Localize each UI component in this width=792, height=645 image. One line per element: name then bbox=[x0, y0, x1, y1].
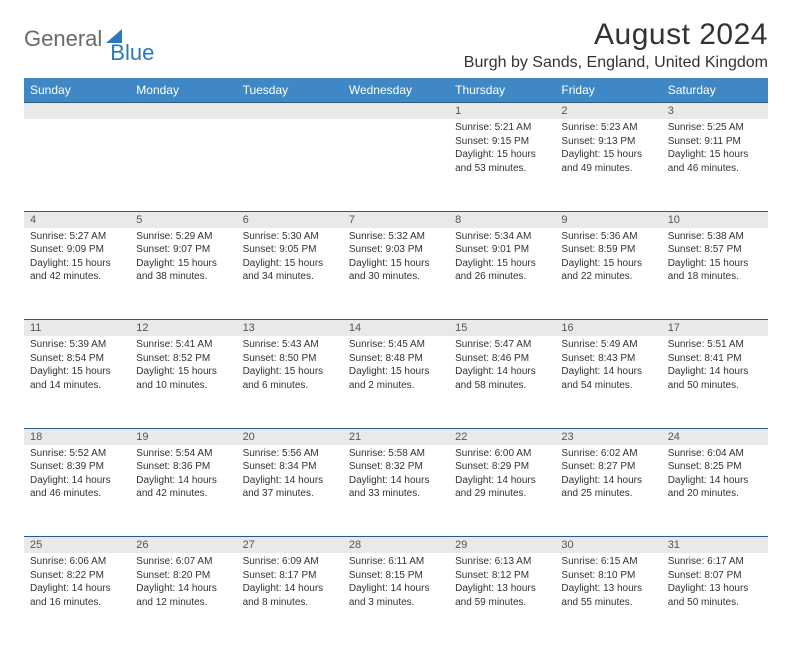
day-number: 5 bbox=[130, 211, 236, 228]
day-cell: Sunrise: 5:21 AMSunset: 9:15 PMDaylight:… bbox=[449, 119, 555, 211]
day-cell: Sunrise: 5:54 AMSunset: 8:36 PMDaylight:… bbox=[130, 445, 236, 537]
day-number: 2 bbox=[555, 103, 661, 120]
day-content-row: Sunrise: 5:39 AMSunset: 8:54 PMDaylight:… bbox=[24, 336, 768, 428]
brand-logo: General Blue bbox=[24, 26, 154, 52]
day-number: 7 bbox=[343, 211, 449, 228]
day-content-row: Sunrise: 5:52 AMSunset: 8:39 PMDaylight:… bbox=[24, 445, 768, 537]
day-number: 6 bbox=[237, 211, 343, 228]
location: Burgh by Sands, England, United Kingdom bbox=[464, 54, 768, 72]
day-number: 31 bbox=[662, 537, 768, 554]
weekday-header: Friday bbox=[555, 78, 661, 103]
day-number: 19 bbox=[130, 428, 236, 445]
day-number: 21 bbox=[343, 428, 449, 445]
header: General Blue August 2024 Burgh by Sands,… bbox=[24, 18, 768, 72]
day-number: 12 bbox=[130, 320, 236, 337]
day-cell: Sunrise: 5:30 AMSunset: 9:05 PMDaylight:… bbox=[237, 228, 343, 320]
day-cell: Sunrise: 6:02 AMSunset: 8:27 PMDaylight:… bbox=[555, 445, 661, 537]
weekday-header: Monday bbox=[130, 78, 236, 103]
day-number: 17 bbox=[662, 320, 768, 337]
day-cell: Sunrise: 5:29 AMSunset: 9:07 PMDaylight:… bbox=[130, 228, 236, 320]
day-cell: Sunrise: 6:13 AMSunset: 8:12 PMDaylight:… bbox=[449, 553, 555, 645]
day-content-row: Sunrise: 5:27 AMSunset: 9:09 PMDaylight:… bbox=[24, 228, 768, 320]
day-number bbox=[24, 103, 130, 120]
calendar-table: SundayMondayTuesdayWednesdayThursdayFrid… bbox=[24, 78, 768, 645]
day-number bbox=[343, 103, 449, 120]
day-cell: Sunrise: 6:00 AMSunset: 8:29 PMDaylight:… bbox=[449, 445, 555, 537]
day-number: 25 bbox=[24, 537, 130, 554]
day-cell: Sunrise: 5:34 AMSunset: 9:01 PMDaylight:… bbox=[449, 228, 555, 320]
weekday-header: Tuesday bbox=[237, 78, 343, 103]
day-cell: Sunrise: 6:09 AMSunset: 8:17 PMDaylight:… bbox=[237, 553, 343, 645]
day-number: 8 bbox=[449, 211, 555, 228]
day-cell: Sunrise: 5:27 AMSunset: 9:09 PMDaylight:… bbox=[24, 228, 130, 320]
day-cell: Sunrise: 6:06 AMSunset: 8:22 PMDaylight:… bbox=[24, 553, 130, 645]
day-number: 18 bbox=[24, 428, 130, 445]
weekday-header: Thursday bbox=[449, 78, 555, 103]
day-cell: Sunrise: 5:58 AMSunset: 8:32 PMDaylight:… bbox=[343, 445, 449, 537]
title-block: August 2024 Burgh by Sands, England, Uni… bbox=[464, 18, 768, 72]
day-number: 29 bbox=[449, 537, 555, 554]
day-cell: Sunrise: 5:38 AMSunset: 8:57 PMDaylight:… bbox=[662, 228, 768, 320]
day-number: 30 bbox=[555, 537, 661, 554]
day-number: 15 bbox=[449, 320, 555, 337]
day-content-row: Sunrise: 6:06 AMSunset: 8:22 PMDaylight:… bbox=[24, 553, 768, 645]
day-cell: Sunrise: 5:43 AMSunset: 8:50 PMDaylight:… bbox=[237, 336, 343, 428]
day-number bbox=[130, 103, 236, 120]
day-number: 11 bbox=[24, 320, 130, 337]
day-cell bbox=[130, 119, 236, 211]
day-number-row: 11121314151617 bbox=[24, 320, 768, 337]
day-cell: Sunrise: 5:23 AMSunset: 9:13 PMDaylight:… bbox=[555, 119, 661, 211]
day-content-row: Sunrise: 5:21 AMSunset: 9:15 PMDaylight:… bbox=[24, 119, 768, 211]
day-number: 28 bbox=[343, 537, 449, 554]
day-number: 1 bbox=[449, 103, 555, 120]
day-number: 13 bbox=[237, 320, 343, 337]
day-cell: Sunrise: 5:56 AMSunset: 8:34 PMDaylight:… bbox=[237, 445, 343, 537]
day-cell: Sunrise: 5:25 AMSunset: 9:11 PMDaylight:… bbox=[662, 119, 768, 211]
day-number: 23 bbox=[555, 428, 661, 445]
brand-part2: Blue bbox=[110, 40, 154, 66]
day-cell: Sunrise: 5:52 AMSunset: 8:39 PMDaylight:… bbox=[24, 445, 130, 537]
day-cell: Sunrise: 5:51 AMSunset: 8:41 PMDaylight:… bbox=[662, 336, 768, 428]
day-cell: Sunrise: 5:41 AMSunset: 8:52 PMDaylight:… bbox=[130, 336, 236, 428]
day-cell: Sunrise: 6:04 AMSunset: 8:25 PMDaylight:… bbox=[662, 445, 768, 537]
day-number bbox=[237, 103, 343, 120]
day-number: 4 bbox=[24, 211, 130, 228]
day-number: 14 bbox=[343, 320, 449, 337]
brand-part1: General bbox=[24, 26, 102, 52]
day-cell: Sunrise: 5:32 AMSunset: 9:03 PMDaylight:… bbox=[343, 228, 449, 320]
day-cell: Sunrise: 6:15 AMSunset: 8:10 PMDaylight:… bbox=[555, 553, 661, 645]
page: General Blue August 2024 Burgh by Sands,… bbox=[0, 0, 792, 645]
day-cell: Sunrise: 5:47 AMSunset: 8:46 PMDaylight:… bbox=[449, 336, 555, 428]
day-number-row: 18192021222324 bbox=[24, 428, 768, 445]
weekday-header: Saturday bbox=[662, 78, 768, 103]
day-number: 9 bbox=[555, 211, 661, 228]
day-number: 16 bbox=[555, 320, 661, 337]
day-cell: Sunrise: 5:49 AMSunset: 8:43 PMDaylight:… bbox=[555, 336, 661, 428]
day-number: 22 bbox=[449, 428, 555, 445]
month-title: August 2024 bbox=[464, 18, 768, 52]
day-number-row: 123 bbox=[24, 103, 768, 120]
day-cell: Sunrise: 5:45 AMSunset: 8:48 PMDaylight:… bbox=[343, 336, 449, 428]
day-number: 20 bbox=[237, 428, 343, 445]
day-number: 3 bbox=[662, 103, 768, 120]
day-cell bbox=[24, 119, 130, 211]
day-cell: Sunrise: 6:11 AMSunset: 8:15 PMDaylight:… bbox=[343, 553, 449, 645]
weekday-header: Sunday bbox=[24, 78, 130, 103]
day-cell: Sunrise: 6:07 AMSunset: 8:20 PMDaylight:… bbox=[130, 553, 236, 645]
day-cell bbox=[237, 119, 343, 211]
weekday-header: Wednesday bbox=[343, 78, 449, 103]
day-cell bbox=[343, 119, 449, 211]
day-number: 26 bbox=[130, 537, 236, 554]
day-number-row: 45678910 bbox=[24, 211, 768, 228]
day-number: 10 bbox=[662, 211, 768, 228]
day-cell: Sunrise: 5:36 AMSunset: 8:59 PMDaylight:… bbox=[555, 228, 661, 320]
day-cell: Sunrise: 5:39 AMSunset: 8:54 PMDaylight:… bbox=[24, 336, 130, 428]
day-number-row: 25262728293031 bbox=[24, 537, 768, 554]
weekday-header-row: SundayMondayTuesdayWednesdayThursdayFrid… bbox=[24, 78, 768, 103]
day-number: 24 bbox=[662, 428, 768, 445]
day-number: 27 bbox=[237, 537, 343, 554]
day-cell: Sunrise: 6:17 AMSunset: 8:07 PMDaylight:… bbox=[662, 553, 768, 645]
